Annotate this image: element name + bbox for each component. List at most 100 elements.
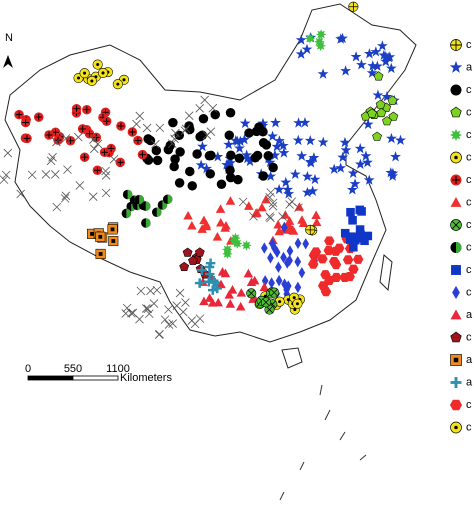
- symbol: [167, 194, 173, 205]
- marker: [77, 124, 88, 134]
- marker: [207, 285, 218, 295]
- symbol: [286, 254, 293, 267]
- symbol: [143, 304, 153, 314]
- marker: [275, 261, 282, 273]
- symbol: [387, 95, 398, 105]
- symbol: [270, 242, 278, 254]
- marker: [289, 168, 301, 180]
- symbol: [151, 139, 160, 149]
- symbol: [101, 71, 105, 75]
- symbol: [324, 275, 335, 285]
- marker: [335, 33, 347, 44]
- north-arrow-shape: [3, 55, 13, 68]
- marker: [195, 104, 204, 113]
- marker: [340, 144, 352, 155]
- marker: [265, 212, 274, 221]
- symbol: [390, 151, 401, 162]
- marker: [97, 67, 109, 78]
- symbol: [216, 279, 226, 289]
- marker: [364, 48, 375, 59]
- marker: [450, 197, 462, 207]
- symbol: [302, 238, 310, 250]
- symbol: [1, 170, 11, 180]
- symbol: [207, 298, 218, 307]
- marker: [354, 158, 366, 170]
- marker: [244, 201, 254, 210]
- marker: [449, 128, 463, 142]
- marker: [184, 111, 194, 120]
- symbol: [355, 225, 365, 234]
- marker: [296, 150, 308, 161]
- marker: [308, 152, 320, 163]
- symbol: [346, 184, 358, 195]
- symbol: [387, 170, 399, 181]
- marker: [376, 40, 388, 51]
- legend-label: c: [466, 106, 472, 118]
- symbol: [145, 309, 154, 319]
- symbol: [212, 151, 224, 162]
- marker: [258, 171, 269, 181]
- symbol: [308, 259, 319, 269]
- symbol: [347, 167, 359, 178]
- symbol: [77, 76, 81, 80]
- legend-label: c: [466, 331, 472, 343]
- legend-label: c: [466, 219, 472, 231]
- symbol: [283, 188, 295, 199]
- marker: [172, 301, 182, 310]
- marker: [52, 137, 61, 147]
- symbol: [294, 203, 303, 213]
- symbol: [451, 220, 461, 230]
- symbol: [335, 33, 347, 44]
- symbol: [339, 272, 350, 283]
- marker: [380, 51, 392, 62]
- marker: [273, 135, 285, 146]
- marker: [60, 194, 70, 203]
- symbol: [362, 118, 374, 130]
- marker: [308, 250, 320, 260]
- marker: [197, 130, 208, 141]
- marker: [46, 156, 56, 166]
- symbol: [61, 134, 71, 143]
- symbol: [174, 178, 185, 188]
- marker: [378, 49, 390, 60]
- scale-unit: Kilometers: [120, 372, 172, 384]
- symbol: [3, 148, 13, 158]
- symbol: [184, 111, 194, 120]
- marker: [386, 132, 397, 144]
- symbol: [450, 376, 462, 389]
- symbol: [450, 106, 462, 118]
- symbol: [324, 236, 335, 246]
- scale-tick-label: 550: [64, 363, 82, 375]
- marker: [215, 204, 226, 213]
- marker: [305, 224, 316, 235]
- marker: [348, 232, 357, 242]
- symbol: [257, 117, 269, 129]
- symbol: [247, 289, 255, 297]
- marker: [350, 51, 362, 62]
- symbol: [182, 247, 193, 257]
- symbol: [386, 132, 397, 144]
- marker: [225, 157, 236, 168]
- symbol: [16, 189, 25, 199]
- marker: [220, 268, 231, 278]
- symbol: [136, 286, 146, 296]
- symbol: [269, 237, 276, 250]
- marker: [261, 242, 268, 254]
- symbol: [117, 122, 125, 130]
- symbol: [141, 304, 151, 313]
- marker: [273, 246, 281, 258]
- marker: [360, 236, 369, 246]
- symbol: [454, 425, 458, 430]
- symbol: [292, 134, 304, 146]
- marker: [249, 275, 260, 285]
- marker: [367, 108, 377, 118]
- marker: [284, 280, 292, 292]
- marker: [233, 174, 243, 185]
- symbol: [354, 142, 366, 154]
- symbol: [63, 165, 72, 174]
- symbol: [155, 123, 165, 133]
- symbol: [145, 201, 151, 211]
- symbol: [266, 188, 276, 197]
- symbol: [199, 296, 209, 306]
- symbol: [52, 128, 59, 136]
